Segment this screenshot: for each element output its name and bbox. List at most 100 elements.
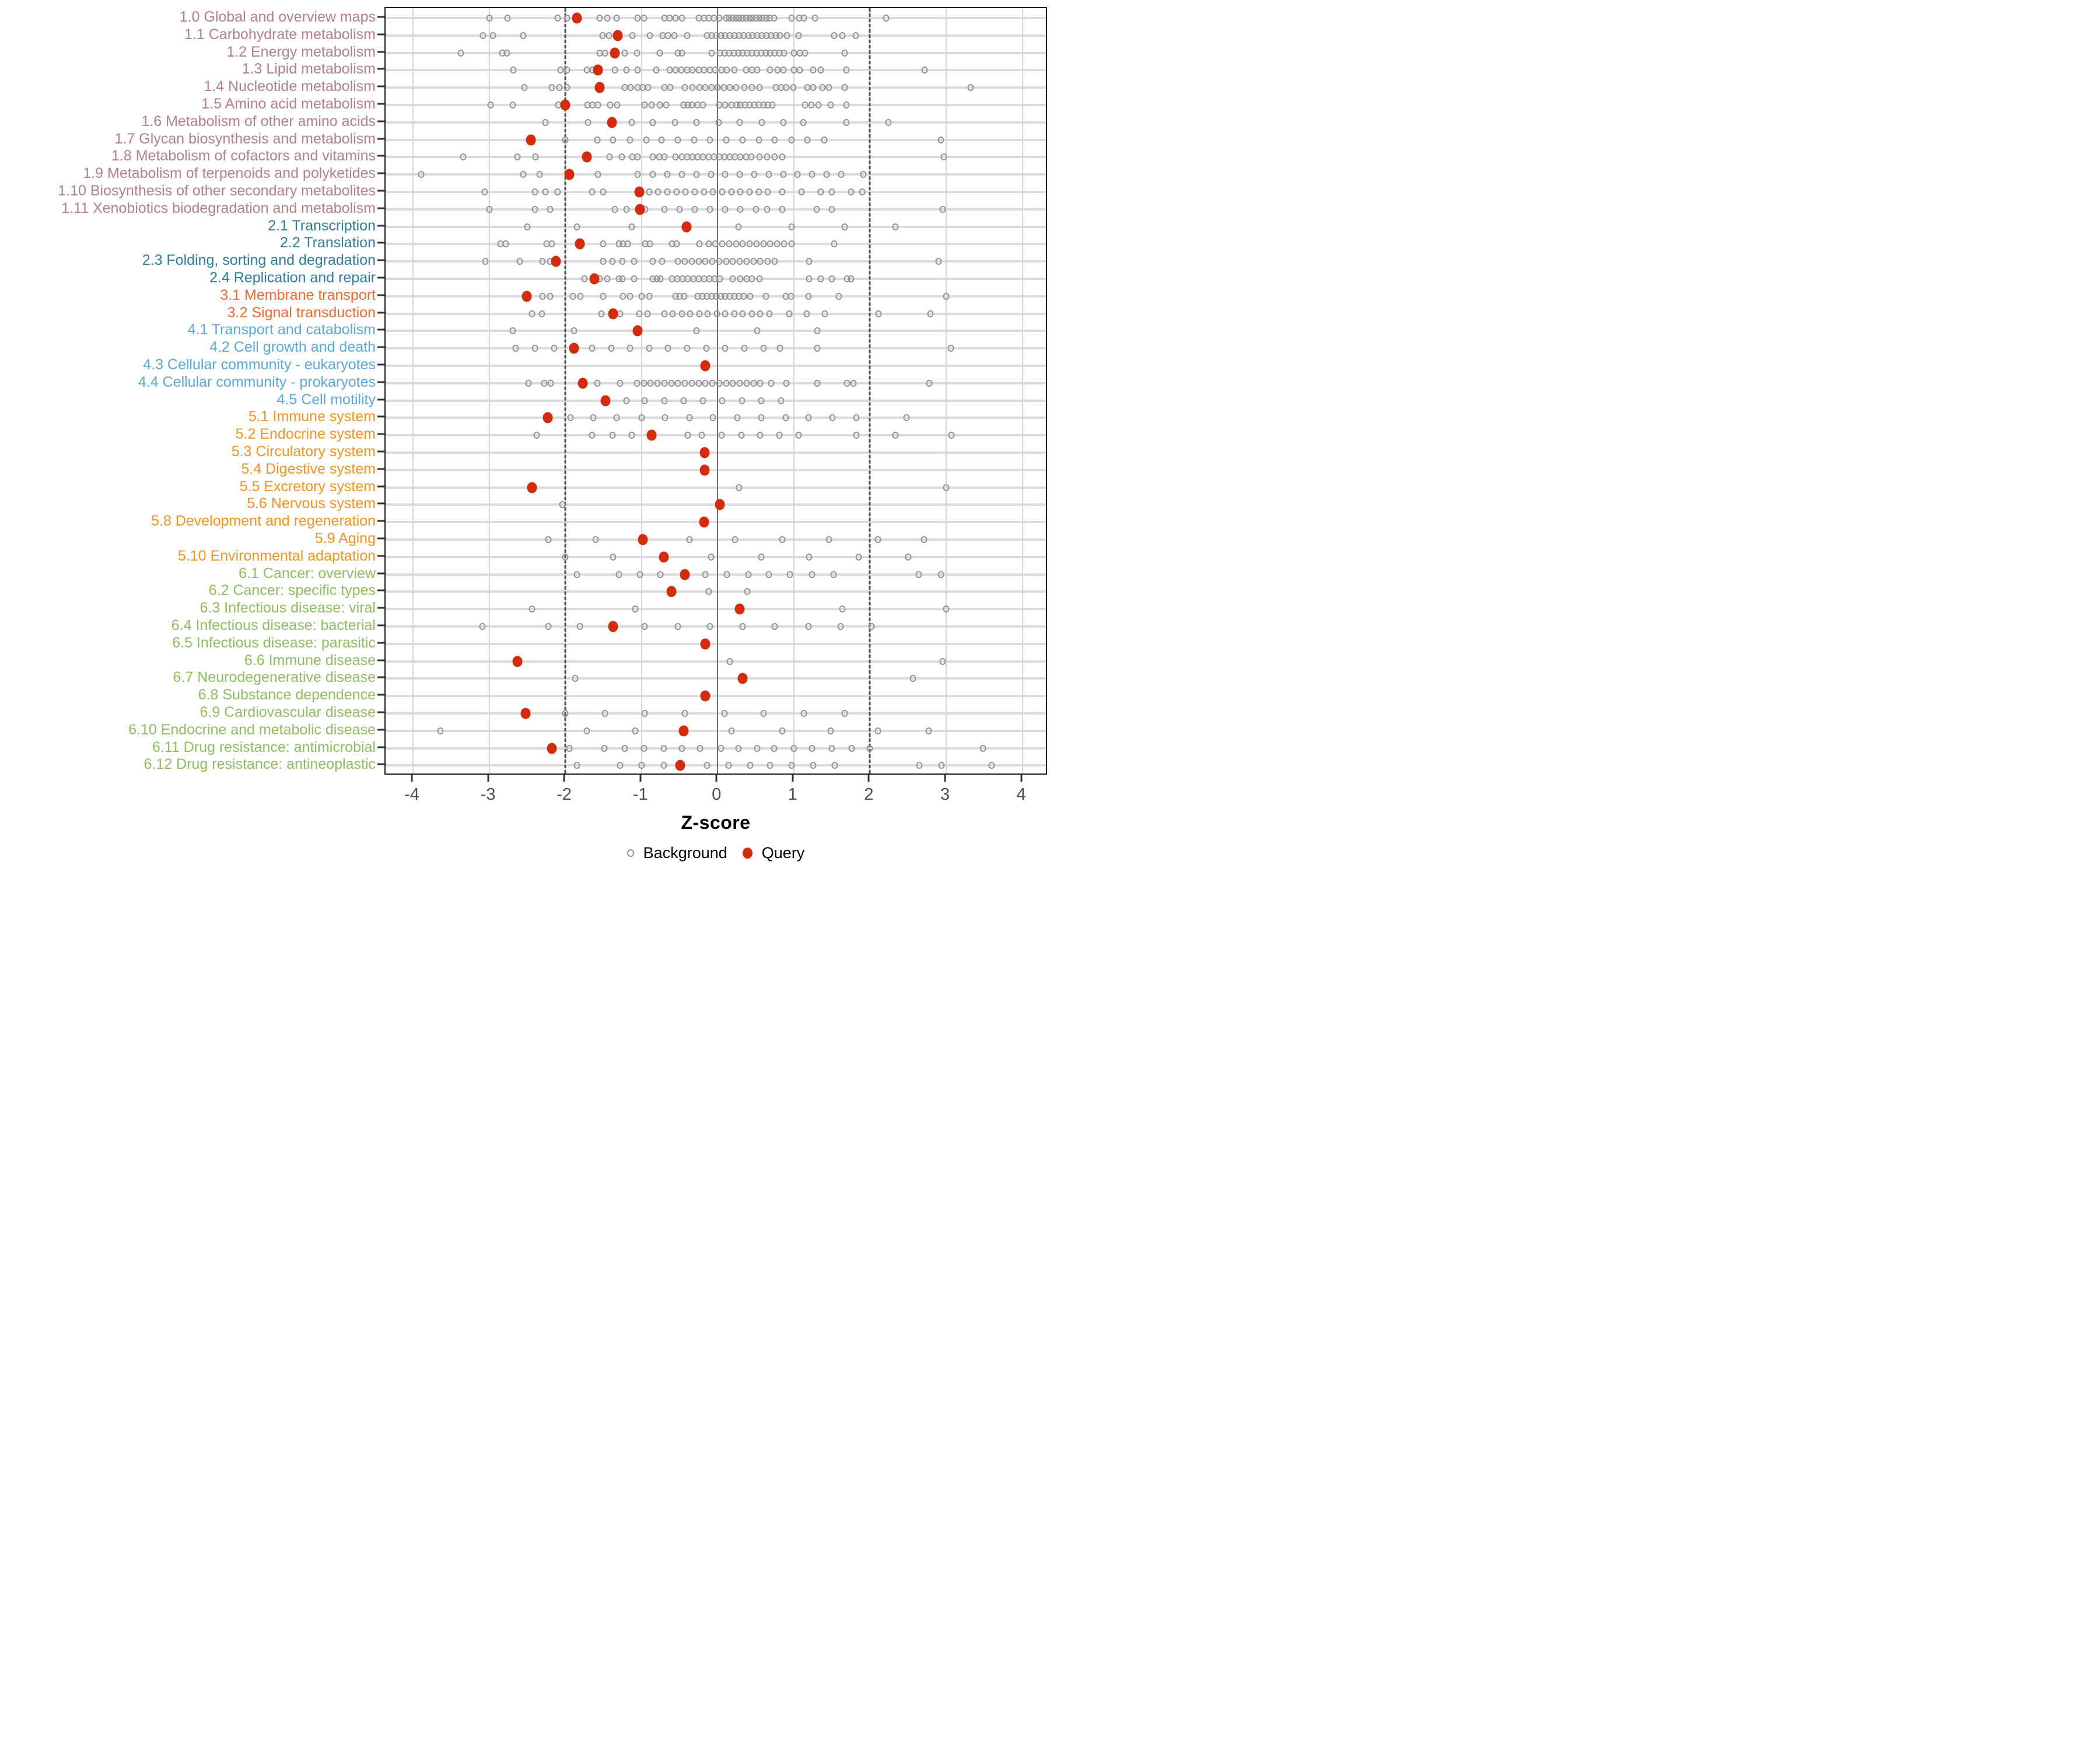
background-point bbox=[489, 32, 496, 39]
y-tick-mark bbox=[377, 450, 384, 453]
background-point bbox=[699, 397, 706, 404]
background-point bbox=[828, 205, 835, 213]
background-point bbox=[703, 345, 710, 352]
background-point bbox=[660, 762, 667, 769]
background-point bbox=[623, 205, 630, 213]
background-point bbox=[719, 188, 726, 195]
legend-item-background: Background bbox=[626, 844, 727, 862]
background-point bbox=[921, 66, 928, 74]
background-point bbox=[514, 153, 521, 161]
background-point bbox=[764, 205, 771, 213]
background-point bbox=[764, 153, 771, 161]
background-point bbox=[743, 379, 750, 387]
background-point bbox=[674, 258, 681, 265]
background-point bbox=[638, 292, 645, 300]
background-point bbox=[559, 501, 566, 509]
row-gridline bbox=[386, 608, 1046, 611]
background-point bbox=[731, 310, 738, 317]
background-point bbox=[681, 84, 688, 92]
background-point bbox=[780, 49, 788, 57]
background-point bbox=[805, 623, 812, 630]
background-point bbox=[714, 84, 721, 92]
background-point bbox=[723, 570, 730, 578]
background-point bbox=[764, 188, 771, 195]
background-point bbox=[779, 536, 786, 543]
background-point bbox=[755, 136, 762, 144]
background-point bbox=[883, 15, 890, 22]
background-point bbox=[757, 432, 764, 439]
background-point bbox=[780, 171, 787, 178]
query-point bbox=[678, 725, 689, 737]
background-point bbox=[748, 84, 755, 92]
background-point bbox=[554, 188, 561, 195]
background-point bbox=[708, 553, 715, 561]
category-label: 5.3 Circulatory system bbox=[231, 443, 376, 460]
x-tick-mark bbox=[487, 775, 489, 782]
category-label: 4.2 Cell growth and death bbox=[209, 339, 376, 356]
background-point bbox=[708, 84, 715, 92]
background-point bbox=[547, 292, 554, 300]
query-point bbox=[700, 638, 710, 650]
background-point bbox=[736, 171, 743, 178]
background-point bbox=[734, 414, 741, 422]
background-point bbox=[638, 762, 645, 769]
query-point bbox=[520, 708, 531, 719]
background-point bbox=[600, 258, 607, 265]
background-point bbox=[810, 762, 817, 769]
background-point bbox=[654, 188, 662, 195]
query-point bbox=[734, 603, 745, 615]
background-point bbox=[628, 223, 635, 230]
category-label: 6.8 Substance dependence bbox=[198, 687, 376, 704]
background-point bbox=[760, 710, 767, 717]
background-point bbox=[844, 379, 850, 387]
background-point bbox=[718, 744, 724, 752]
background-point bbox=[837, 623, 844, 630]
category-label: 1.7 Glycan biosynthesis and metabolism bbox=[114, 130, 376, 147]
background-point bbox=[825, 536, 832, 543]
background-point bbox=[702, 570, 709, 578]
y-tick-mark bbox=[377, 294, 384, 296]
background-point bbox=[678, 171, 685, 178]
background-point bbox=[713, 310, 720, 317]
background-point bbox=[805, 414, 812, 422]
background-point bbox=[815, 102, 822, 108]
query-point bbox=[547, 743, 557, 754]
background-point bbox=[729, 379, 736, 387]
background-point bbox=[613, 414, 620, 422]
background-point bbox=[516, 258, 523, 265]
background-point bbox=[621, 49, 628, 57]
y-tick-mark bbox=[377, 207, 384, 209]
background-point bbox=[672, 15, 679, 22]
background-point bbox=[756, 153, 763, 161]
background-point bbox=[788, 292, 794, 300]
background-point bbox=[634, 66, 641, 74]
background-point bbox=[780, 240, 788, 248]
y-tick-mark bbox=[377, 520, 384, 522]
row-gridline bbox=[386, 521, 1046, 524]
category-label: 4.3 Cellular community - eukaryotes bbox=[143, 356, 376, 373]
background-point bbox=[627, 84, 634, 92]
background-point bbox=[604, 275, 611, 282]
background-point bbox=[623, 397, 630, 404]
background-point bbox=[831, 32, 838, 39]
background-point bbox=[628, 118, 635, 126]
background-point bbox=[947, 345, 954, 352]
background-point bbox=[726, 84, 733, 92]
background-point bbox=[709, 188, 716, 195]
y-tick-mark bbox=[377, 624, 384, 626]
background-point bbox=[542, 188, 549, 195]
background-point bbox=[487, 102, 494, 108]
y-tick-mark bbox=[377, 572, 384, 575]
background-point bbox=[859, 188, 866, 195]
background-point bbox=[938, 762, 945, 769]
background-point bbox=[830, 570, 837, 578]
background-point bbox=[533, 432, 540, 439]
background-point bbox=[636, 310, 643, 317]
background-point bbox=[723, 258, 730, 265]
background-point bbox=[808, 570, 816, 578]
background-point bbox=[823, 171, 830, 178]
background-point bbox=[640, 379, 648, 387]
background-point bbox=[706, 136, 713, 144]
background-point bbox=[740, 292, 747, 300]
background-point bbox=[482, 258, 489, 265]
